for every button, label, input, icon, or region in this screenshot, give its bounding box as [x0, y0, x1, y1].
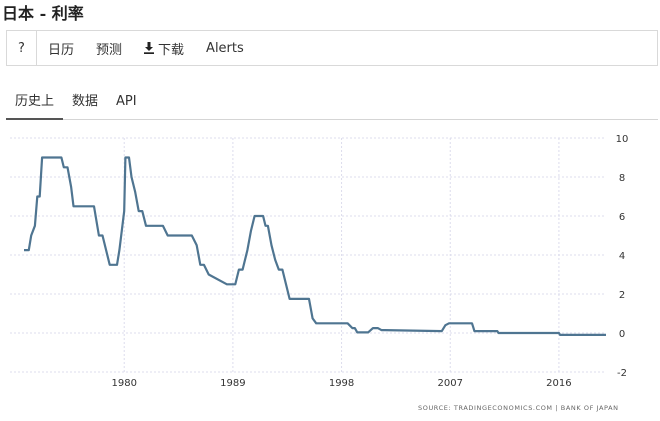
y-tick-label: -2	[617, 368, 627, 379]
x-tick-label: 1989	[220, 378, 245, 389]
page-title: 日本 - 利率	[2, 4, 84, 23]
chart-series	[24, 156, 606, 336]
help-button[interactable]: ?	[7, 31, 37, 65]
tab-history[interactable]: 历史上	[6, 90, 64, 120]
chart-grid	[10, 137, 606, 373]
series-line	[24, 156, 606, 336]
y-tick-label: 10	[616, 134, 629, 145]
forecast-tab[interactable]: 预测	[96, 42, 123, 58]
y-tick-label: 4	[619, 251, 625, 262]
y-tick-label: 6	[619, 212, 625, 223]
download-label: 下载	[158, 42, 185, 58]
x-tick-label: 1998	[329, 378, 354, 389]
download-button[interactable]: 下载	[133, 31, 195, 65]
toolbar: ? 日历 预测 下载 Alerts	[6, 30, 658, 66]
y-tick-label: 2	[619, 290, 625, 301]
x-tick-label: 2016	[546, 378, 571, 389]
chart-axis-labels: 10 8 6 4 2 0 -2 1980 1989 1998 2007 2016	[111, 134, 628, 389]
interest-rate-chart: 10 8 6 4 2 0 -2 1980 1989 1998 2007 2016	[10, 134, 628, 389]
alerts-tab[interactable]: Alerts	[206, 40, 244, 56]
chart-source: SOURCE: TRADINGECONOMICS.COM | BANK OF J…	[418, 404, 619, 412]
x-tick-label: 2007	[438, 378, 463, 389]
calendar-tab[interactable]: 日历	[48, 42, 75, 58]
view-tabs: 历史上 数据 API	[6, 88, 658, 120]
tab-api[interactable]: API	[116, 94, 137, 109]
y-tick-label: 0	[619, 329, 625, 340]
download-icon	[144, 42, 155, 54]
y-tick-label: 8	[619, 173, 625, 184]
tab-data[interactable]: 数据	[72, 94, 99, 109]
x-tick-label: 1980	[111, 378, 136, 389]
